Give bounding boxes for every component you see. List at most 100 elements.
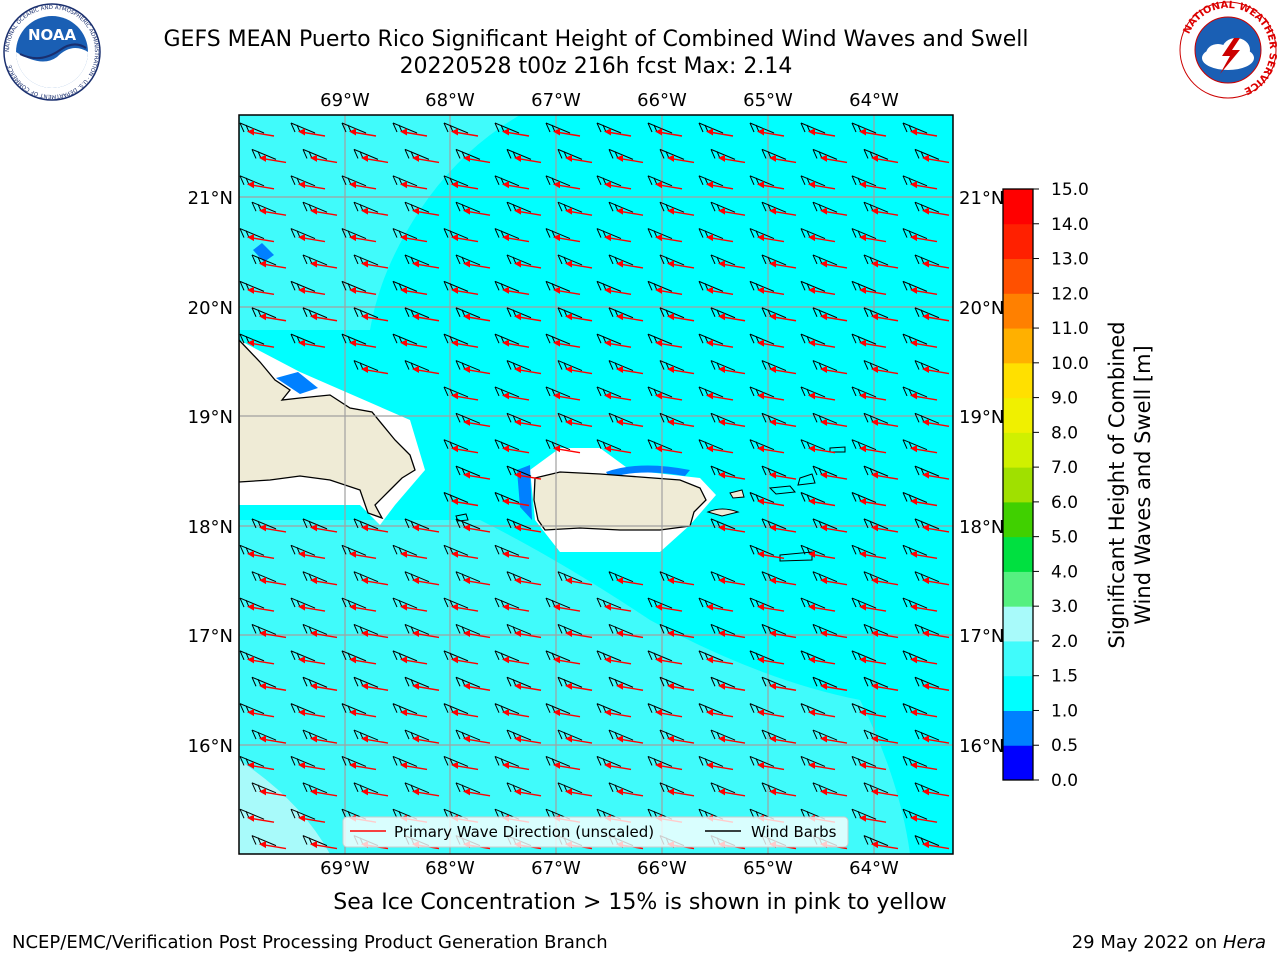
wind-barb [302, 782, 328, 794]
wave-direction-arrow [808, 709, 836, 718]
wind-barb [863, 782, 889, 794]
wind-barb [902, 492, 928, 503]
wave-direction-arrow [706, 392, 734, 401]
wind-barb [749, 650, 775, 662]
wind-barb [851, 808, 877, 820]
virgin-islands [797, 473, 816, 486]
wind-barb [506, 729, 532, 741]
wind-barb [659, 624, 685, 635]
wave-direction-arrow [757, 445, 785, 454]
wave-direction-arrow [655, 392, 683, 401]
wind-barb [302, 676, 328, 688]
wind-barb [392, 122, 418, 134]
wave-direction-arrow [412, 629, 440, 639]
colorbar-tick-label: 6.0 [1051, 493, 1078, 513]
wind-barb [557, 571, 583, 583]
wind-barb [506, 307, 532, 319]
wave-direction-arrow [565, 366, 593, 375]
wave-direction-arrow [808, 498, 836, 507]
wind-barb [239, 597, 265, 609]
wind-barb [851, 386, 877, 398]
wave-direction-arrow [310, 735, 338, 744]
wave-direction-arrow [310, 260, 338, 269]
wind-barb [914, 571, 940, 583]
wind-barb [914, 412, 940, 424]
wave-direction-arrow [463, 788, 491, 797]
wind-barb [659, 201, 685, 213]
wave-direction-arrow [298, 286, 326, 296]
wind-barb [290, 175, 316, 187]
wave-direction-arrow [400, 656, 428, 665]
wind-barb [404, 148, 430, 160]
wave-direction-arrow [769, 313, 797, 322]
wave-direction-arrow [910, 814, 938, 823]
wind-barb [404, 676, 430, 688]
wind-barb [761, 148, 787, 160]
wave-direction-arrow [502, 761, 530, 771]
wave-direction-arrow [922, 735, 950, 744]
wave-direction-arrow [859, 761, 887, 771]
wave-direction-arrow [451, 234, 479, 243]
wind-barb [455, 254, 481, 266]
wind-barb [608, 624, 634, 635]
wave-direction-arrow [769, 524, 797, 533]
wave-direction-arrow [706, 181, 734, 190]
wind-barb [596, 175, 622, 187]
wind-barb [251, 835, 277, 847]
wave-direction-arrow [871, 682, 899, 691]
colorbar-tick-label: 1.5 [1051, 667, 1078, 687]
wave-direction-arrow [400, 339, 428, 348]
wave-direction-arrow [247, 234, 275, 243]
wave-direction-arrow [667, 154, 695, 164]
wave-direction-arrow [922, 524, 950, 533]
wind-barb [851, 122, 877, 134]
wind-barb [812, 360, 838, 371]
wind-barb [455, 360, 481, 371]
noaa-logo-text: NOAA [28, 26, 77, 44]
wave-direction-arrow [808, 550, 836, 559]
wind-barbs-layer [239, 122, 940, 847]
wave-direction-arrow [616, 629, 644, 639]
colorbar-tick-label: 4.0 [1051, 562, 1078, 582]
wave-direction-arrow [871, 629, 899, 639]
wind-barb [494, 122, 520, 134]
latitude-labels-left: 21°N 20°N 19°N 18°N 17°N 16°N [188, 188, 233, 757]
wind-barb [506, 254, 532, 266]
wave-direction-arrow [655, 445, 683, 454]
wave-direction-arrow [667, 629, 695, 639]
wave-direction-arrow [514, 418, 542, 428]
wave-direction-arrow [502, 445, 530, 454]
wave-direction-arrow [859, 286, 887, 296]
wind-barb [239, 280, 265, 292]
wind-barb [710, 307, 736, 319]
wind-barb [392, 175, 418, 187]
wave-direction-arrow [604, 656, 632, 665]
wave-direction-arrow [667, 260, 695, 269]
wind-barb [659, 254, 685, 266]
wind-barb [557, 254, 583, 266]
wave-direction-arrow [463, 629, 491, 639]
longitude-label: 69°W [320, 90, 370, 111]
wind-barb [404, 307, 430, 319]
wave-direction-arrow [859, 498, 887, 507]
wave-direction-arrow [451, 286, 479, 296]
wind-barb [404, 518, 430, 530]
wind-barb [239, 175, 265, 187]
wave-direction-arrow [718, 788, 746, 797]
wave-direction-arrow [502, 128, 530, 137]
wind-barb [698, 597, 724, 609]
wave-direction-arrow [514, 629, 542, 639]
wave-direction-arrow [604, 603, 632, 612]
wind-barb [914, 518, 940, 530]
wave-direction-arrow [298, 128, 326, 137]
colorbar-tick-label: 11.0 [1051, 319, 1089, 339]
wind-barb [710, 148, 736, 160]
wave-direction-arrow [757, 709, 785, 718]
wind-barb [698, 386, 724, 398]
colorbar-tick-label: 2.0 [1051, 632, 1078, 652]
wave-direction-arrow [553, 392, 581, 401]
longitude-label: 64°W [849, 90, 899, 111]
wave-direction-arrow [718, 418, 746, 428]
culebra-island [729, 489, 745, 499]
wind-barb [902, 280, 928, 292]
